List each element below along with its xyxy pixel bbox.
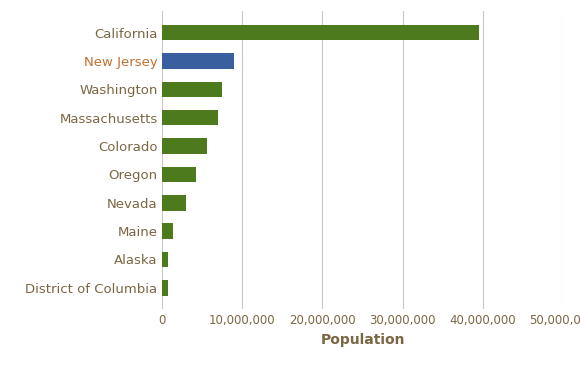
Bar [162, 25, 478, 40]
Bar [162, 223, 173, 239]
Bar [162, 81, 222, 97]
Bar [162, 138, 207, 154]
Bar [162, 280, 168, 296]
Bar [162, 110, 218, 126]
Bar [162, 167, 196, 182]
Bar [162, 195, 186, 210]
Bar [162, 53, 234, 69]
Bar [162, 252, 168, 267]
X-axis label: Population: Population [320, 333, 405, 346]
